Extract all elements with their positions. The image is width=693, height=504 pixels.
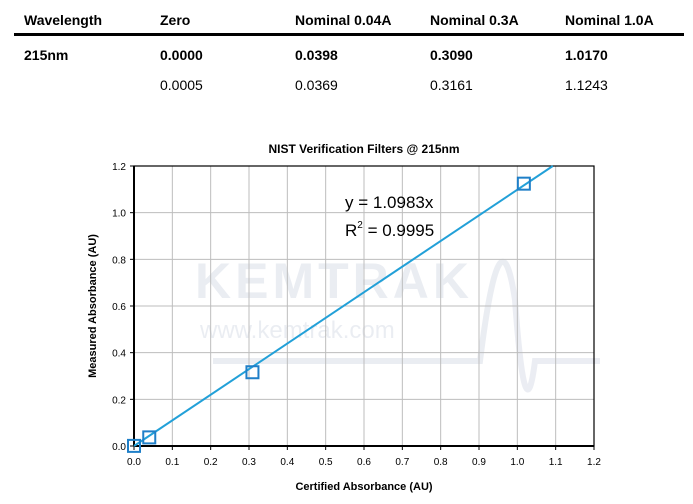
table-cell: 1.0170: [565, 47, 608, 63]
table-cell: 0.0000: [160, 47, 203, 63]
watermark-logo: KEMTRAK: [195, 253, 473, 309]
watermark-url: www.kemtrak.com: [199, 317, 395, 344]
header-rule: [14, 33, 684, 36]
kemtrak-watermark: KEMTRAK www.kemtrak.com: [195, 253, 600, 393]
x-tick-label: 0.5: [319, 457, 333, 468]
r-squared: R2 = 0.9995: [345, 220, 434, 240]
y-axis-label: Measured Absorbance (AU): [87, 234, 99, 378]
y-tick-label: 0.4: [112, 349, 126, 360]
table-cell: 0.0005: [160, 77, 203, 93]
column-header: Nominal 1.0A: [565, 12, 654, 28]
table-cell: 215nm: [24, 47, 69, 63]
table-cell: 0.0369: [295, 77, 338, 93]
data-point: [245, 365, 260, 380]
x-tick-label: 0.0: [127, 457, 141, 468]
column-header: Nominal 0.3A: [430, 12, 519, 28]
x-tick-label: 1.0: [510, 457, 524, 468]
table-cell: 0.0398: [295, 47, 338, 63]
x-tick-label: 0.8: [434, 457, 448, 468]
y-tick-label: 0.6: [112, 302, 126, 313]
y-tick-label: 0.8: [112, 255, 126, 266]
trendline: [133, 165, 554, 447]
x-tick-label: 0.6: [357, 457, 371, 468]
x-tick-label: 0.4: [280, 457, 294, 468]
x-tick-label: 0.7: [395, 457, 409, 468]
table-cell: 1.1243: [565, 77, 608, 93]
y-tick-label: 0.0: [112, 442, 126, 453]
column-header: Wavelength: [24, 12, 103, 28]
column-header: Zero: [160, 12, 191, 28]
x-axis-label: Certified Absorbance (AU): [295, 481, 432, 493]
table-cell: 0.3090: [430, 47, 473, 63]
trend-equation: y = 1.0983x: [345, 193, 434, 212]
y-tick-label: 0.2: [112, 395, 126, 406]
x-tick-label: 1.2: [587, 457, 601, 468]
chart-title: NIST Verification Filters @ 215nm: [268, 142, 459, 156]
data-point: [127, 438, 141, 453]
y-tick-label: 1.2: [112, 162, 126, 173]
table-cell: 0.3161: [430, 77, 473, 93]
data-point: [142, 430, 157, 445]
x-tick-label: 1.1: [549, 457, 563, 468]
y-tick-label: 1.0: [112, 209, 126, 220]
x-tick-label: 0.9: [472, 457, 486, 468]
x-tick-label: 0.3: [242, 457, 256, 468]
x-tick-label: 0.2: [204, 457, 218, 468]
data-point: [516, 176, 531, 191]
x-tick-label: 0.1: [165, 457, 179, 468]
column-header: Nominal 0.04A: [295, 12, 392, 28]
